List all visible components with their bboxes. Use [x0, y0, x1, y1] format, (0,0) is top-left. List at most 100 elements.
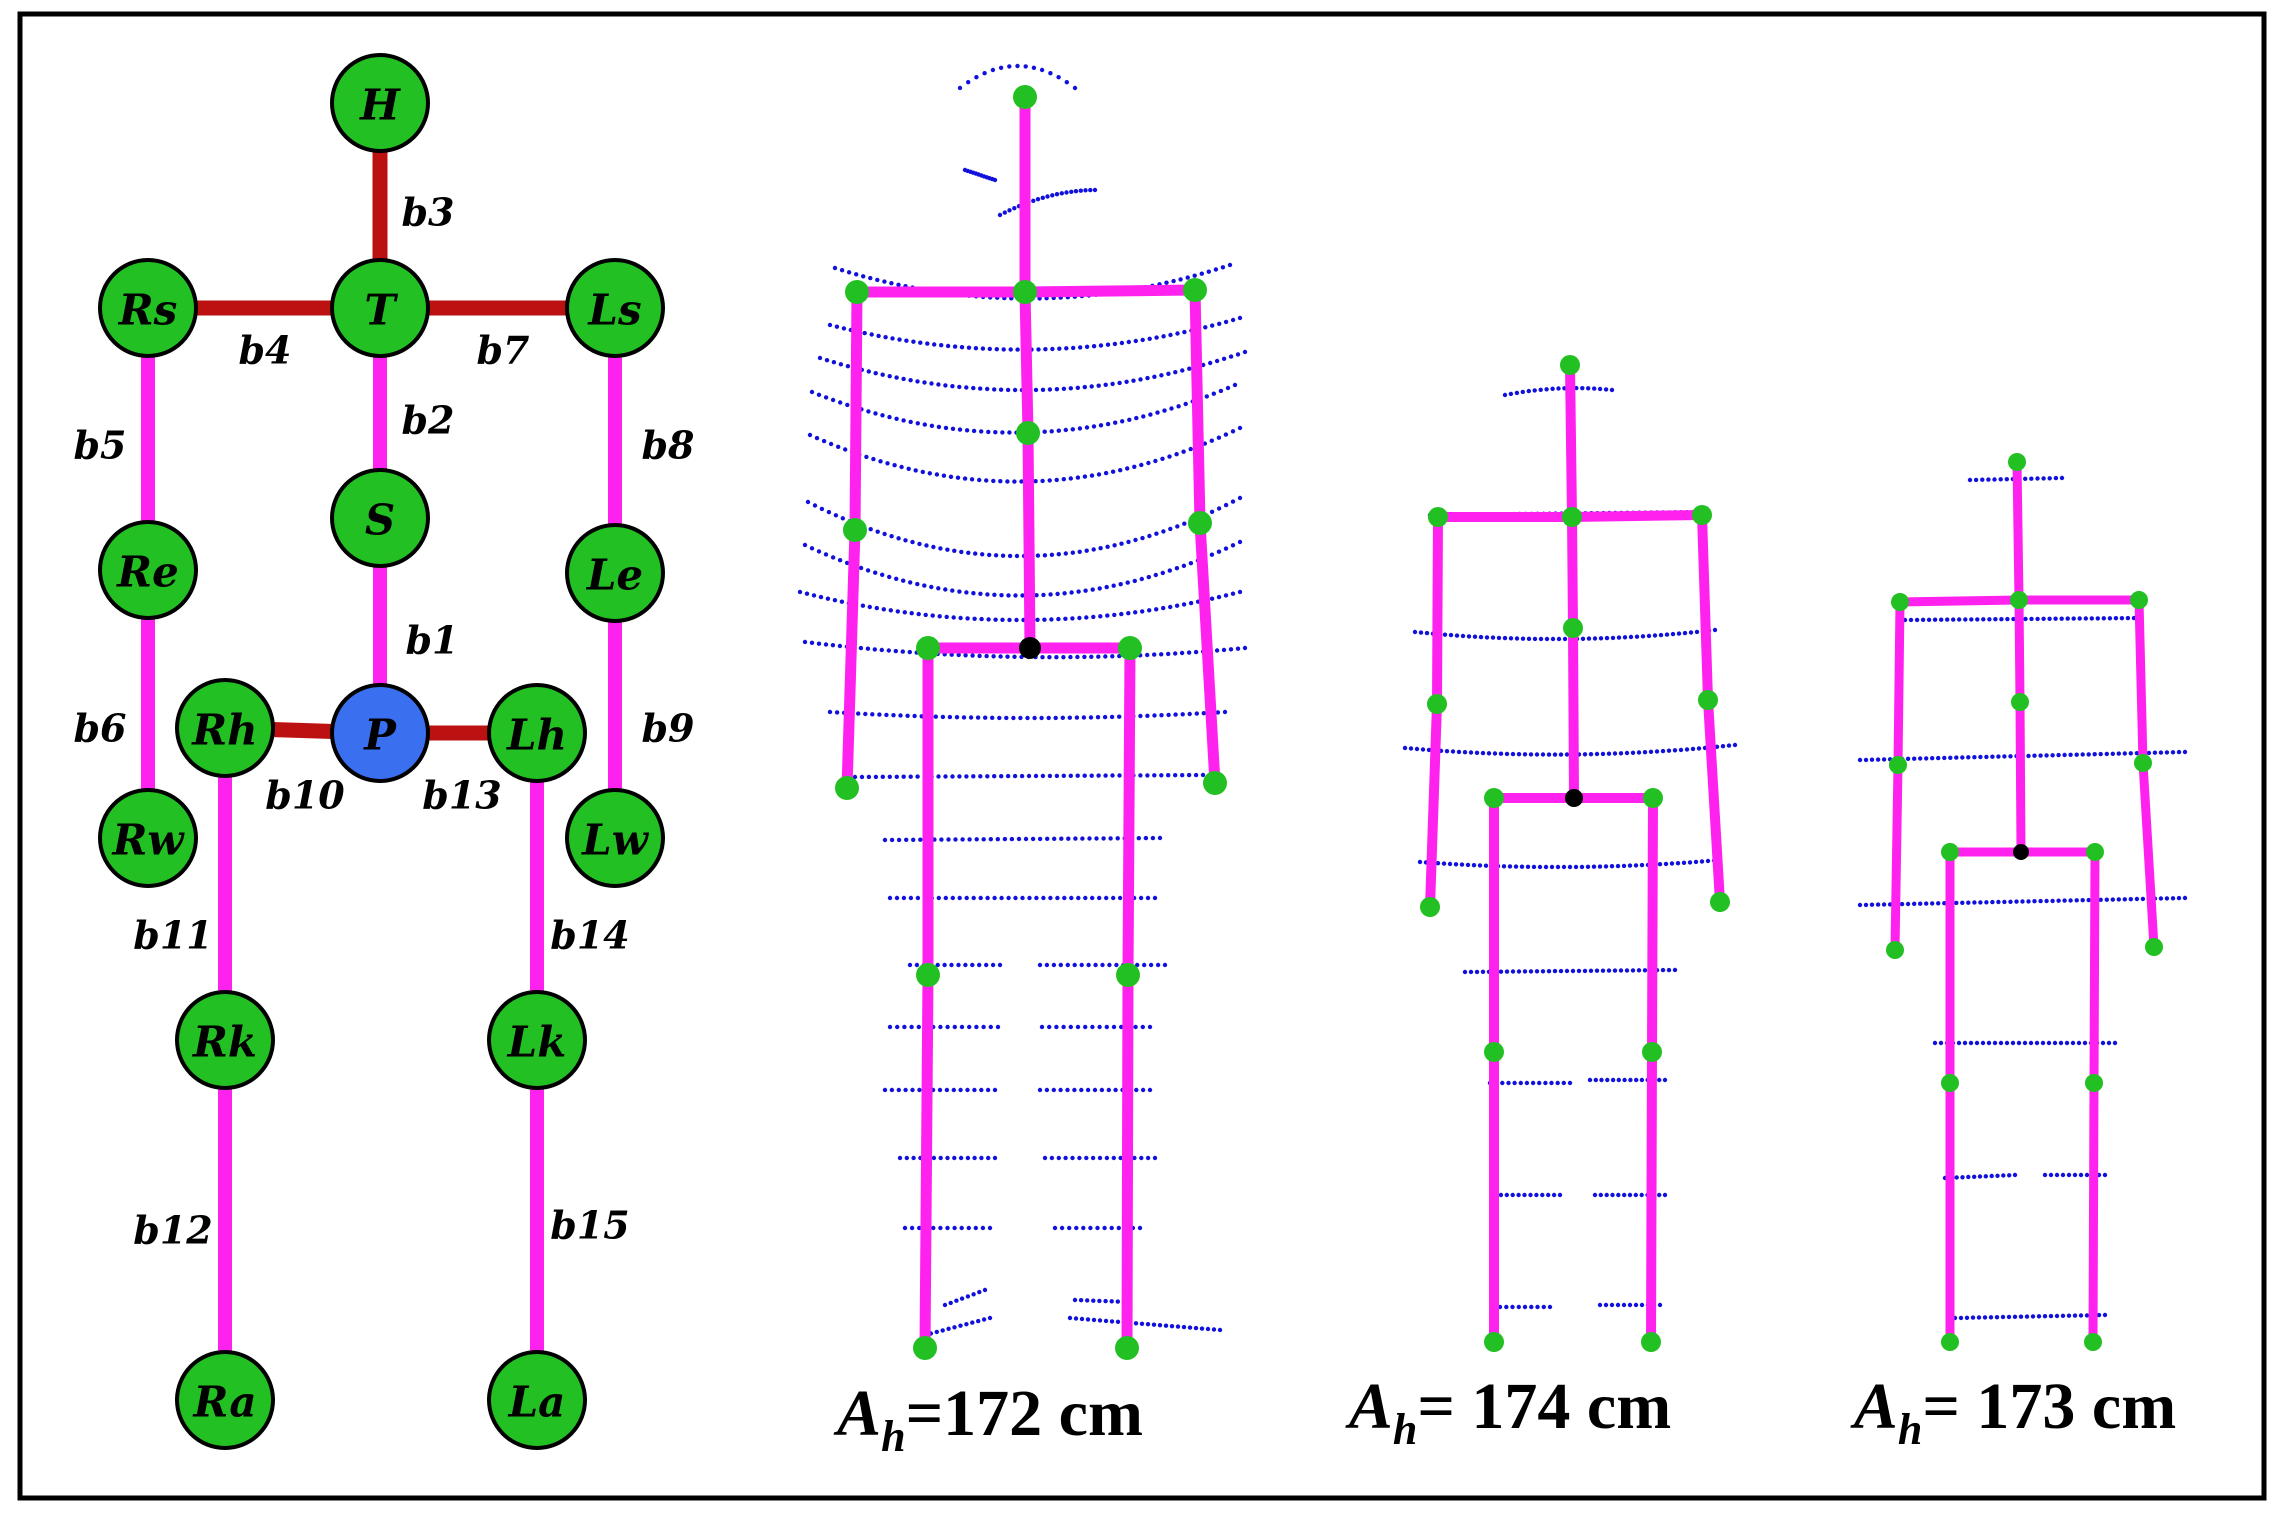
cloud-point	[1016, 836, 1022, 842]
cloud-point	[1112, 543, 1117, 548]
cloud-point	[2046, 1040, 2052, 1046]
joint-la	[1641, 1332, 1661, 1352]
cloud-point	[959, 345, 965, 350]
cloud-point	[922, 422, 927, 427]
cloud-point	[1510, 751, 1516, 757]
cloud-point	[1514, 636, 1520, 641]
cloud-point	[1103, 382, 1108, 387]
cloud-point	[1180, 368, 1185, 373]
cloud-point	[1132, 464, 1137, 469]
cloud-point	[1091, 614, 1096, 620]
cloud-point	[1072, 1297, 1078, 1303]
cloud-point	[1963, 617, 1968, 622]
cloud-point	[1033, 387, 1039, 393]
cloud-point	[1006, 895, 1011, 901]
cloud-point	[1912, 901, 1917, 906]
cloud-point	[1648, 749, 1654, 754]
cloud-point	[1145, 1155, 1151, 1161]
cloud-point	[992, 387, 997, 392]
cloud-point	[1059, 191, 1065, 196]
cloud-point	[1905, 756, 1911, 761]
cloud-point	[1508, 391, 1514, 397]
cloud-point	[2040, 1040, 2046, 1046]
cloud-point	[1139, 1155, 1144, 1161]
cloud-point	[840, 516, 845, 521]
cloud-point	[1216, 549, 1222, 554]
cloud-point	[1080, 836, 1085, 841]
cloud-point	[1678, 747, 1684, 753]
cloud-point	[866, 774, 872, 780]
cloud-point	[971, 428, 977, 434]
cloud-point	[1634, 634, 1640, 639]
cloud-point	[1646, 633, 1652, 639]
bone-head-neck	[1565, 360, 1577, 522]
joint-node	[98, 520, 198, 620]
cloud-point	[2002, 899, 2007, 905]
joint-le	[1698, 690, 1718, 710]
joint-rh	[1484, 788, 1504, 808]
cloud-point	[2176, 749, 2182, 755]
cloud-point	[2110, 897, 2115, 902]
cloud-point	[1159, 773, 1164, 778]
cloud-point	[1954, 755, 1959, 760]
cloud-point	[1068, 476, 1074, 481]
cloud-point	[1105, 544, 1110, 549]
bone-label-b1: b1	[405, 618, 458, 663]
caption-value: =172 cm	[906, 1377, 1143, 1450]
cloud-point	[1120, 419, 1125, 424]
cloud-point	[1085, 1298, 1090, 1303]
cloud-point	[1073, 836, 1078, 841]
cloud-point	[1152, 895, 1158, 901]
cloud-point	[1154, 335, 1159, 340]
cloud-point	[897, 337, 902, 342]
cloud-point	[950, 774, 955, 779]
cloud-point	[1054, 387, 1060, 392]
cloud-point	[859, 774, 865, 780]
cloud-point	[804, 591, 810, 596]
cloud-point	[966, 550, 971, 555]
cloud-point	[1990, 754, 1995, 759]
caption-subscript: h	[881, 1412, 905, 1461]
cloud-point	[1035, 197, 1041, 202]
cloud-point	[827, 709, 833, 715]
cloud-point	[911, 1155, 916, 1161]
cloud-point	[2035, 616, 2040, 622]
joint-lw	[2145, 938, 2163, 956]
cloud-point	[1918, 756, 1923, 761]
cloud-point	[1106, 1087, 1112, 1093]
cloud-point	[1562, 636, 1568, 642]
cloud-point	[882, 279, 887, 284]
cloud-point	[1062, 591, 1067, 596]
cloud-point	[1180, 773, 1185, 778]
joint-label: T	[364, 286, 398, 335]
cloud-point	[951, 615, 956, 620]
cloud-point	[869, 332, 874, 337]
cloud-point	[1187, 366, 1192, 371]
cloud-point	[2152, 750, 2158, 755]
cloud-point	[1612, 968, 1618, 973]
cloud-point	[1061, 655, 1066, 660]
cloud-point	[1013, 593, 1018, 598]
cloud-point	[1663, 861, 1669, 867]
cloud-point	[1089, 654, 1094, 659]
cloud-point	[943, 587, 948, 592]
cloud-point	[931, 1225, 936, 1231]
joint-lk	[1642, 1042, 1662, 1062]
cloud-point	[960, 837, 965, 842]
bone-neck-spine	[1567, 512, 1578, 633]
joint-p: P	[330, 683, 430, 783]
cloud-point	[1097, 1298, 1102, 1304]
cloud-point	[891, 713, 896, 718]
cloud-point	[805, 499, 811, 505]
joint-label: Lw	[581, 816, 650, 865]
cloud-point	[1675, 861, 1681, 866]
cloud-point	[2082, 1040, 2088, 1046]
cloud-point	[1222, 709, 1228, 715]
cloud-point	[958, 1087, 963, 1093]
cloud-point	[1147, 336, 1152, 341]
cloud-point	[1522, 969, 1528, 974]
cloud-point	[1516, 1192, 1521, 1198]
cloud-point	[909, 1024, 914, 1030]
cloud-point	[967, 837, 972, 842]
cloud-point	[1869, 757, 1875, 762]
